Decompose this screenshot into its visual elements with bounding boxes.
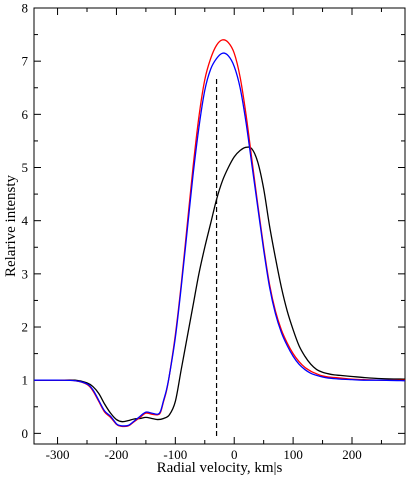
y-tick-label: 1 bbox=[22, 373, 29, 388]
x-tick-label: -300 bbox=[46, 447, 70, 462]
y-tick-label: 2 bbox=[22, 320, 29, 335]
x-tick-label: 100 bbox=[283, 447, 303, 462]
series-line-1 bbox=[33, 52, 406, 427]
y-tick-label: 8 bbox=[22, 1, 29, 16]
plot-area-frame bbox=[33, 7, 406, 445]
y-tick-label: 7 bbox=[22, 54, 29, 69]
y-tick-label: 6 bbox=[22, 107, 29, 122]
x-tick-label: -100 bbox=[163, 447, 187, 462]
series-layer bbox=[33, 39, 406, 428]
y-axis-title: Relarive intensty bbox=[3, 174, 19, 277]
x-tick-label: -200 bbox=[105, 447, 129, 462]
x-tick-label: 0 bbox=[231, 447, 238, 462]
series-line-0 bbox=[33, 39, 406, 428]
y-tick-label: 3 bbox=[22, 266, 29, 281]
y-tick-label: 5 bbox=[22, 160, 29, 175]
x-tick-label: 200 bbox=[342, 447, 362, 462]
y-tick-label: 0 bbox=[22, 426, 29, 441]
y-tick-label: 4 bbox=[22, 213, 29, 228]
x-axis-title: Radial velocity, km|s bbox=[157, 460, 283, 476]
tick-labels: -300 -200 -100 0 100 200 0 1 2 3 4 5 6 7 8 bbox=[22, 1, 362, 463]
series-line-2 bbox=[34, 146, 406, 423]
